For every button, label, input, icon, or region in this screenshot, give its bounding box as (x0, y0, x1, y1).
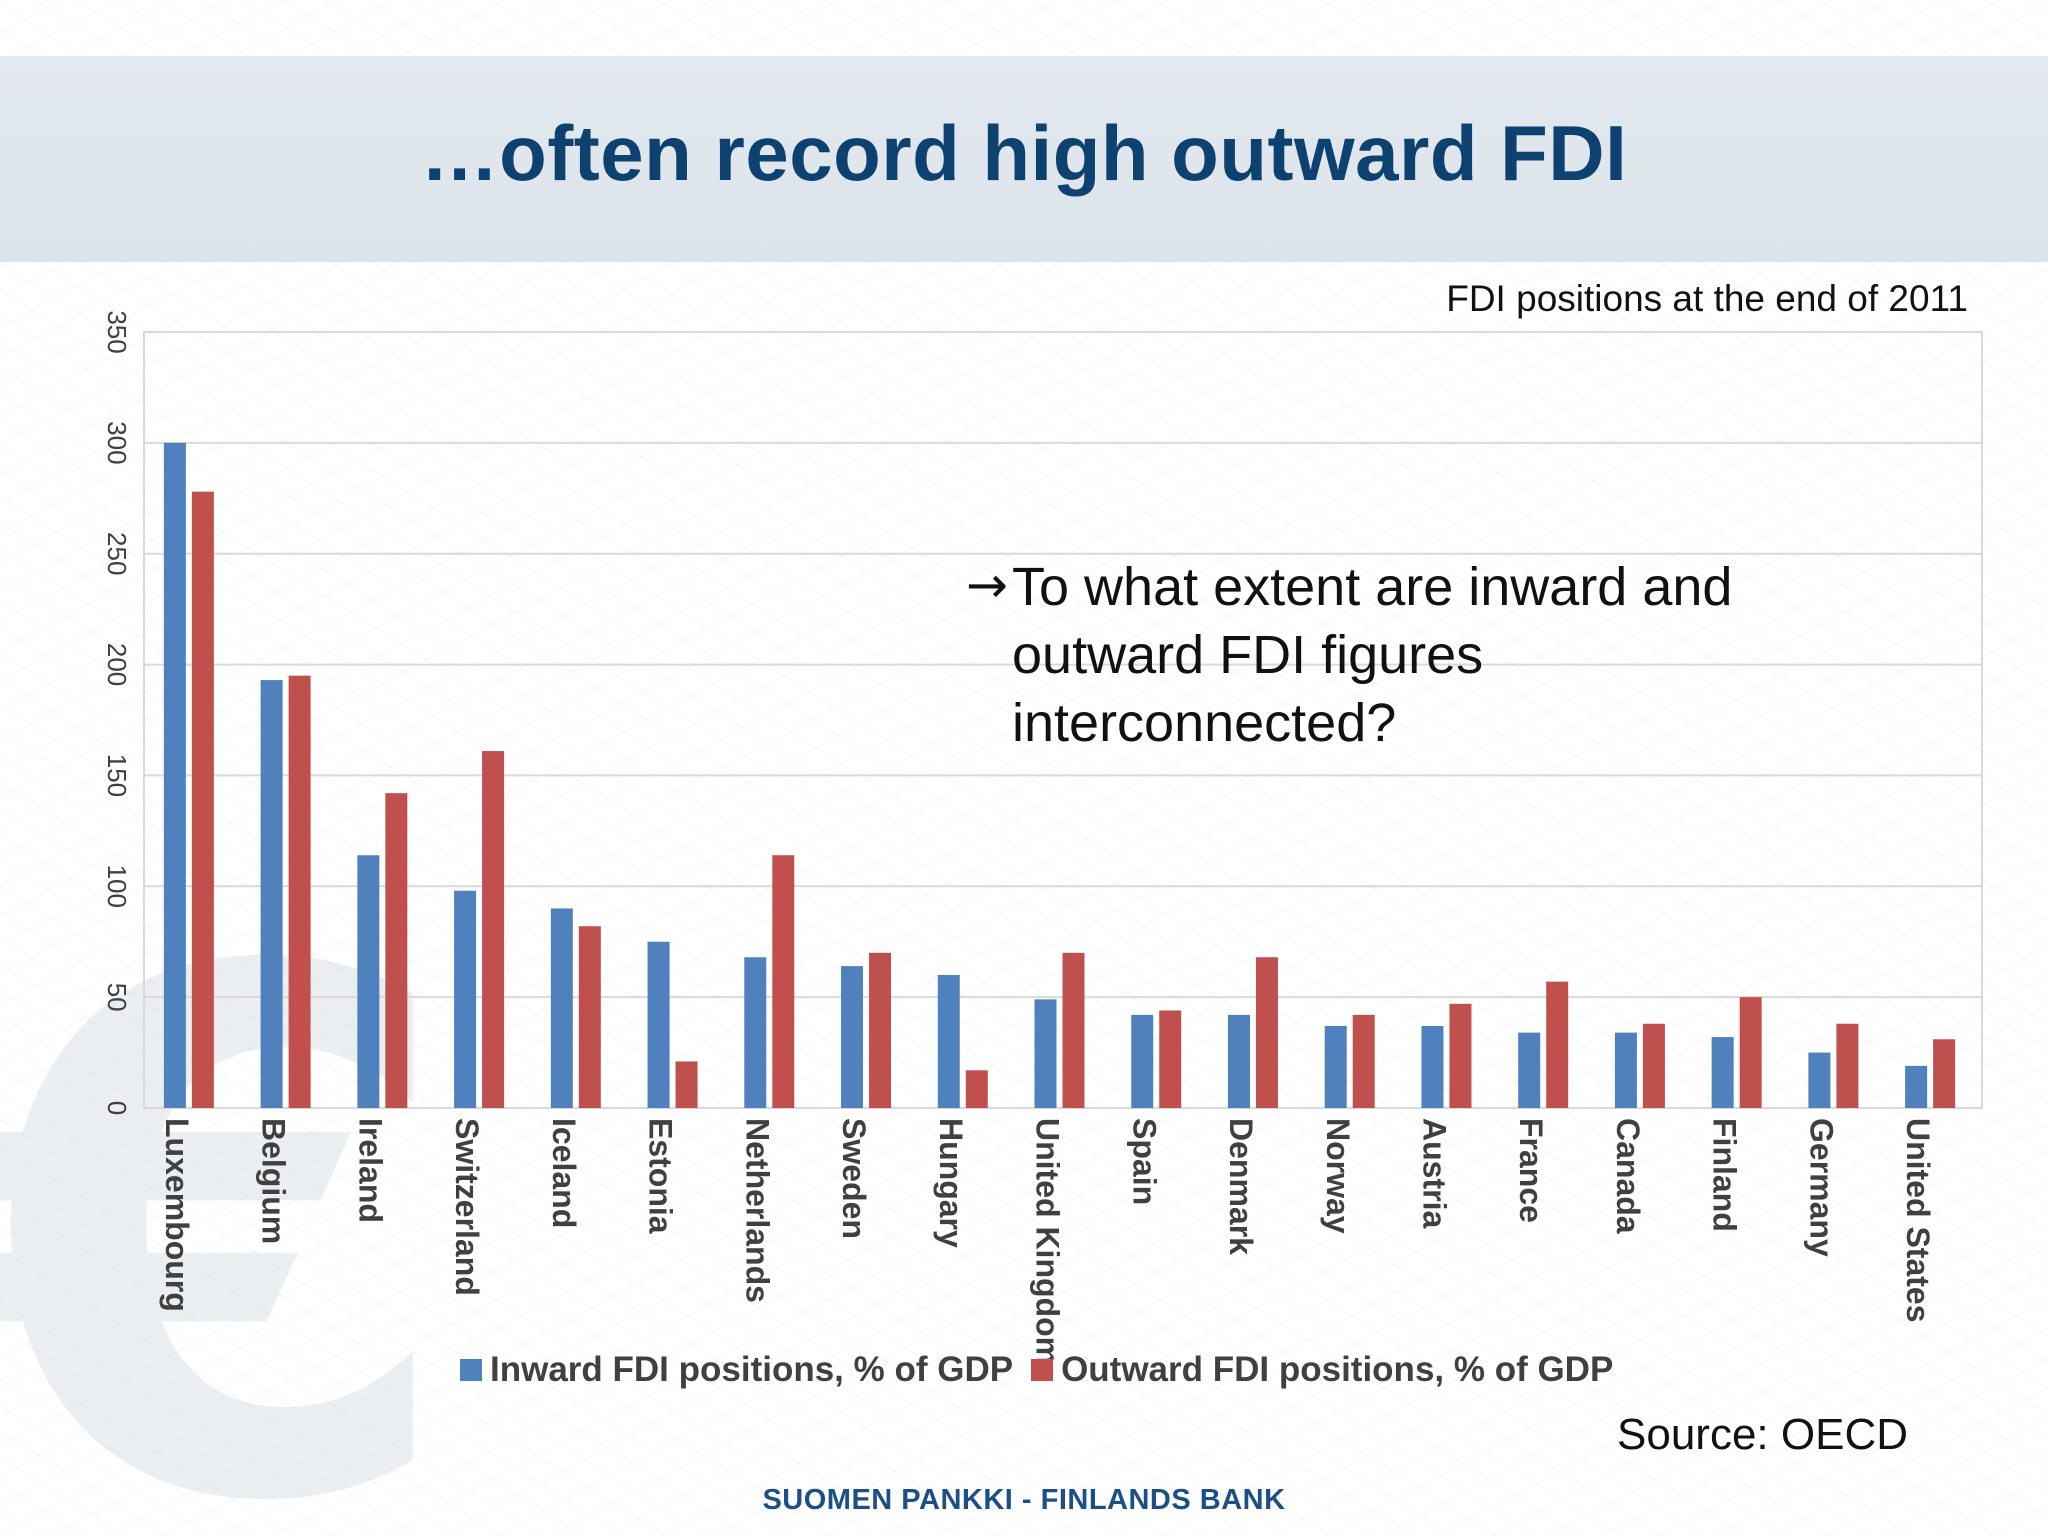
bar-outward (1062, 952, 1085, 1108)
legend-swatch-outward (1031, 1359, 1054, 1381)
x-tick-label: Canada (1610, 1118, 1646, 1234)
bar-outward (1352, 1014, 1375, 1108)
bar-outward (1642, 1023, 1665, 1108)
bar-inward (1614, 1032, 1637, 1108)
x-tick-label: Spain (1126, 1118, 1162, 1205)
x-tick-label: Denmark (1223, 1118, 1259, 1255)
bar-outward (1739, 997, 1762, 1108)
x-tick-label: Austria (1416, 1118, 1452, 1228)
y-tick-label: 350 (102, 310, 132, 353)
y-tick-label: 150 (102, 754, 132, 797)
x-tick-label: Ireland (352, 1118, 388, 1223)
legend-label-inward: Inward FDI positions, % of GDP (490, 1350, 1014, 1389)
arrow-right-icon: → (966, 556, 1008, 614)
bar-inward (1905, 1065, 1928, 1108)
x-tick-label: United States (1900, 1118, 1936, 1322)
bar-inward (744, 957, 767, 1108)
title-band (0, 56, 2048, 262)
y-tick-label: 300 (102, 421, 132, 464)
source-note: Source: OECD (1617, 1410, 1908, 1459)
bar-inward (550, 908, 573, 1108)
legend-swatch-inward (460, 1359, 482, 1381)
bar-outward (1255, 957, 1278, 1108)
bar-outward (578, 926, 601, 1108)
bar-outward (1159, 1010, 1182, 1108)
x-tick-label: Germany (1803, 1118, 1839, 1257)
chart-legend: Inward FDI positions, % of GDP Outward F… (460, 1350, 1631, 1390)
bar-inward (1227, 1014, 1250, 1108)
x-tick-label: Norway (1320, 1118, 1356, 1234)
legend-label-outward: Outward FDI positions, % of GDP (1061, 1350, 1614, 1389)
bar-inward (260, 680, 283, 1108)
bar-outward (1449, 1003, 1472, 1108)
chart-subtitle: FDI positions at the end of 2011 (1446, 278, 1968, 319)
x-tick-label: Belgium (256, 1118, 292, 1244)
bar-outward (965, 1070, 988, 1108)
bar-outward (675, 1061, 698, 1108)
bar-outward (482, 751, 505, 1108)
y-tick-label: 100 (102, 865, 132, 908)
bar-outward (385, 793, 408, 1108)
bar-inward (1711, 1037, 1734, 1108)
x-tick-label: United Kingdom (1030, 1118, 1066, 1365)
bar-outward (772, 855, 795, 1108)
bar-inward (1808, 1052, 1831, 1108)
y-tick-label: 250 (102, 532, 132, 575)
y-tick-label: 0 (102, 1101, 132, 1115)
bar-inward (647, 941, 670, 1108)
bar-inward (1034, 999, 1057, 1108)
bar-inward (841, 966, 864, 1108)
x-tick-label: Sweden (836, 1118, 872, 1239)
question-line-2: outward FDI figures (1012, 625, 1484, 685)
question-line-3: interconnected? (1012, 693, 1397, 753)
bar-inward (1324, 1025, 1347, 1108)
question-line-1: To what extent are inward and (1012, 557, 1733, 617)
bar-inward (1131, 1014, 1154, 1108)
y-tick-label: 200 (102, 643, 132, 686)
legend-item-outward: Outward FDI positions, % of GDP (1031, 1350, 1613, 1390)
bar-outward (869, 952, 892, 1108)
y-tick-label: 50 (102, 983, 132, 1012)
bar-inward (1421, 1025, 1444, 1108)
x-tick-label: France (1513, 1118, 1549, 1223)
x-tick-label: Hungary (933, 1118, 969, 1248)
bar-outward (288, 675, 311, 1108)
x-tick-label: Luxembourg (159, 1118, 195, 1312)
legend-item-inward: Inward FDI positions, % of GDP (460, 1350, 1013, 1390)
bar-outward (1933, 1039, 1956, 1108)
bar-inward (454, 890, 477, 1108)
x-tick-label: Finland (1707, 1118, 1743, 1232)
slide-title: …often record high outward FDI (420, 109, 1628, 197)
bar-inward (937, 974, 960, 1108)
bar-outward (1546, 981, 1569, 1108)
x-tick-label: Switzerland (449, 1118, 485, 1296)
x-tick-label: Netherlands (739, 1118, 775, 1303)
bar-inward (357, 855, 380, 1108)
euro-icon: € (0, 821, 461, 1536)
footer-brand: SUOMEN PANKKI - FINLANDS BANK (762, 1484, 1286, 1516)
bar-outward (1836, 1023, 1859, 1108)
bar-inward (1518, 1032, 1541, 1108)
x-tick-label: Iceland (546, 1118, 582, 1228)
bar-outward (191, 491, 214, 1108)
x-tick-label: Estonia (643, 1118, 679, 1234)
bar-inward (163, 442, 186, 1108)
